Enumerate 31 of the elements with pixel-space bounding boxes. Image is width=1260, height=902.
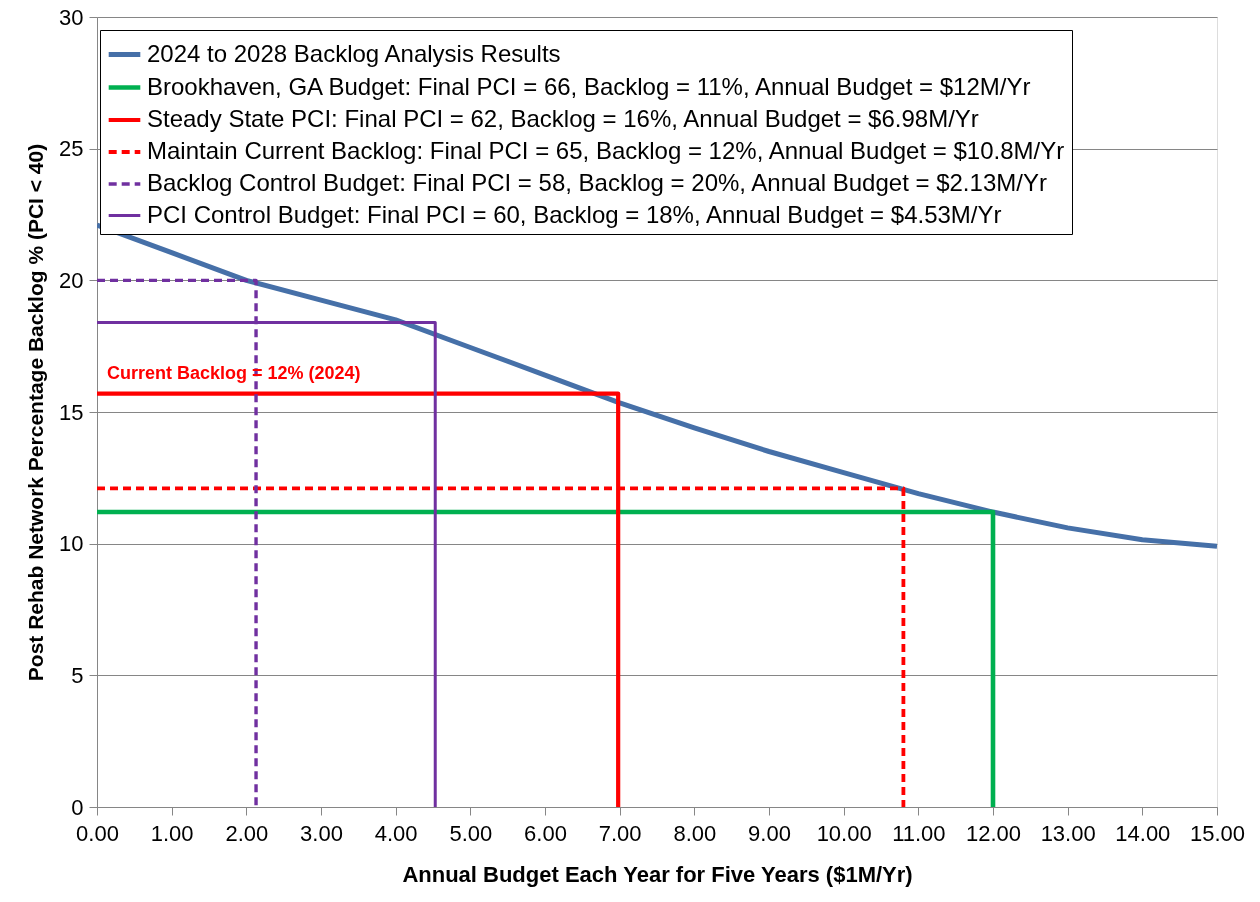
legend-label: Maintain Current Backlog: Final PCI = 65, Backlog = 12%, Annual Budget = $10.8M/Yr — [147, 137, 1065, 164]
x-tick-label: 3.00 — [300, 820, 343, 846]
x-tick-label: 5.00 — [449, 820, 493, 846]
x-tick-label: 10.00 — [816, 820, 872, 846]
y-tick-label: 30 — [59, 4, 84, 30]
x-tick-label: 1.00 — [150, 820, 194, 846]
legend-label: Steady State PCI: Final PCI = 62, Backlog = 16%, Annual Budget = $6.98M/Yr — [147, 105, 979, 132]
x-tick-label: 11.00 — [892, 820, 946, 846]
x-tick-label: 14.00 — [1115, 820, 1171, 846]
x-tick-label: 13.00 — [1040, 820, 1096, 846]
legend-label: Backlog Control Budget: Final PCI = 58, Backlog = 20%, Annual Budget = $2.13M/Yr — [147, 169, 1047, 196]
y-tick-label: 0 — [71, 794, 84, 820]
y-tick-label: 15 — [59, 399, 84, 425]
x-tick-label: 0.00 — [76, 820, 119, 846]
legend-label: Brookhaven, GA Budget: Final PCI = 66, Backlog = 11%, Annual Budget = $12M/Yr — [147, 72, 1031, 100]
legend-label: PCI Control Budget: Final PCI = 60, Backlog = 18%, Annual Budget = $4.53M/Yr — [147, 200, 1002, 228]
x-tick-label: 2.00 — [225, 820, 269, 846]
x-axis-title: Annual Budget Each Year for Five Years ($1M/Yr) — [402, 861, 913, 887]
y-tick-label: 25 — [59, 136, 84, 162]
y-tick-label: 10 — [59, 531, 84, 557]
y-axis-title: Post Rehab Network Percentage Backlog % (PCI < 40) — [24, 143, 48, 682]
x-tick-label: 8.00 — [673, 820, 717, 846]
legend-label: 2024 to 2028 Backlog Analysis Results — [147, 39, 561, 67]
x-tick-label: 4.00 — [374, 820, 418, 846]
x-tick-label: 15.00 — [1189, 820, 1246, 846]
x-tick-label: 9.00 — [748, 820, 791, 846]
x-tick-label: 12.00 — [965, 820, 1022, 846]
y-tick-label: 5 — [71, 662, 84, 688]
x-tick-label: 7.00 — [598, 820, 642, 846]
y-tick-label: 20 — [59, 267, 84, 293]
x-tick-label: 6.00 — [524, 820, 567, 846]
